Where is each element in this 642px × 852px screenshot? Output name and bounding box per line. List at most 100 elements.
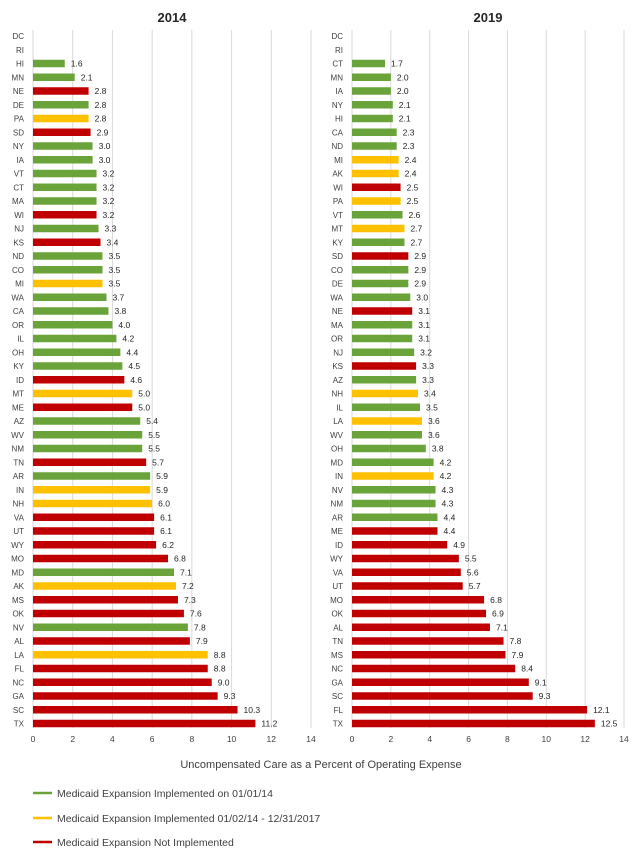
bar bbox=[352, 238, 405, 246]
bar bbox=[352, 156, 399, 164]
x-tick-label: 10 bbox=[542, 734, 552, 744]
category-label: NC bbox=[331, 665, 343, 674]
bar bbox=[33, 114, 89, 123]
data-label: 7.9 bbox=[196, 636, 208, 646]
data-label: 7.2 bbox=[182, 581, 194, 591]
category-label: NV bbox=[332, 486, 344, 495]
bar bbox=[352, 224, 405, 233]
bar bbox=[33, 279, 103, 288]
data-label: 5.9 bbox=[156, 485, 168, 495]
bar bbox=[352, 651, 506, 659]
data-label: 8.8 bbox=[214, 650, 226, 660]
category-label: SC bbox=[332, 692, 343, 701]
data-label: 2.9 bbox=[414, 265, 426, 275]
data-label: 4.3 bbox=[442, 499, 454, 509]
bar bbox=[33, 266, 103, 274]
category-label: KS bbox=[13, 238, 24, 247]
data-label: 6.0 bbox=[158, 499, 170, 509]
x-tick-label: 8 bbox=[505, 734, 510, 744]
category-label: AL bbox=[333, 623, 343, 632]
data-label: 3.2 bbox=[103, 196, 115, 206]
category-label: SC bbox=[13, 706, 24, 715]
data-label: 3.1 bbox=[418, 334, 430, 344]
category-label: VA bbox=[14, 513, 25, 522]
category-label: HI bbox=[335, 115, 343, 124]
category-label: UT bbox=[13, 527, 24, 536]
category-label: VT bbox=[333, 211, 343, 220]
bar bbox=[33, 403, 133, 411]
bar bbox=[352, 183, 401, 191]
bar bbox=[352, 197, 401, 205]
category-label: AR bbox=[13, 472, 24, 481]
bar bbox=[33, 238, 101, 246]
data-label: 4.6 bbox=[130, 375, 142, 385]
category-label: MS bbox=[12, 596, 24, 605]
data-label: 3.7 bbox=[112, 292, 124, 302]
category-label: MT bbox=[12, 390, 24, 399]
data-label: 4.0 bbox=[118, 320, 130, 330]
x-tick-label: 14 bbox=[306, 734, 316, 744]
category-label: WI bbox=[14, 211, 24, 220]
category-label: NY bbox=[332, 101, 344, 110]
x-tick-label: 0 bbox=[350, 734, 355, 744]
x-tick-label: 6 bbox=[466, 734, 471, 744]
category-label: GA bbox=[12, 692, 24, 701]
category-label: IL bbox=[17, 335, 24, 344]
bar bbox=[33, 431, 143, 439]
data-label: 9.0 bbox=[218, 677, 230, 687]
data-label: 2.6 bbox=[409, 210, 421, 220]
bar bbox=[33, 389, 133, 398]
bar bbox=[33, 128, 91, 136]
category-label: RI bbox=[16, 46, 24, 55]
bar bbox=[352, 692, 533, 700]
category-label: MD bbox=[12, 568, 25, 577]
category-label: NJ bbox=[14, 225, 24, 234]
bar bbox=[352, 513, 438, 521]
data-label: 3.3 bbox=[105, 224, 117, 234]
data-label: 3.1 bbox=[418, 306, 430, 316]
category-label: VT bbox=[14, 170, 24, 179]
data-label: 2.4 bbox=[405, 155, 417, 165]
bar bbox=[352, 266, 409, 274]
data-label: 5.0 bbox=[138, 402, 150, 412]
bar bbox=[33, 444, 143, 453]
data-label: 7.1 bbox=[180, 567, 192, 577]
bar bbox=[352, 307, 413, 315]
data-label: 6.9 bbox=[492, 609, 504, 619]
bar bbox=[352, 73, 391, 81]
data-label: 4.2 bbox=[440, 471, 452, 481]
bar bbox=[352, 678, 529, 686]
category-label: WI bbox=[333, 183, 343, 192]
category-label: LA bbox=[333, 417, 343, 426]
data-label: 3.0 bbox=[99, 141, 111, 151]
bar bbox=[352, 472, 434, 480]
category-label: NC bbox=[12, 678, 24, 687]
bar bbox=[352, 114, 393, 123]
data-label: 3.4 bbox=[107, 237, 119, 247]
bar bbox=[352, 362, 417, 370]
data-label: 3.5 bbox=[109, 265, 121, 275]
data-label: 6.1 bbox=[160, 512, 172, 522]
data-label: 3.2 bbox=[103, 169, 115, 179]
category-label: AZ bbox=[14, 417, 24, 426]
data-label: 2.9 bbox=[97, 127, 109, 137]
category-label: AK bbox=[13, 582, 24, 591]
category-label: MO bbox=[11, 555, 24, 564]
data-label: 2.1 bbox=[399, 114, 411, 124]
data-label: 5.5 bbox=[465, 554, 477, 564]
category-label: NH bbox=[331, 390, 343, 399]
bar bbox=[33, 59, 65, 68]
category-label: TX bbox=[333, 720, 344, 729]
data-label: 3.2 bbox=[420, 347, 432, 357]
category-label: OK bbox=[331, 610, 343, 619]
bar bbox=[352, 541, 448, 549]
data-label: 2.4 bbox=[405, 169, 417, 179]
category-label: UT bbox=[332, 582, 343, 591]
data-label: 7.3 bbox=[184, 595, 196, 605]
bar bbox=[33, 568, 174, 576]
bar bbox=[352, 293, 411, 301]
x-tick-label: 4 bbox=[110, 734, 115, 744]
category-label: WY bbox=[330, 555, 344, 564]
category-label: MA bbox=[331, 321, 344, 330]
category-label: SD bbox=[332, 252, 343, 261]
